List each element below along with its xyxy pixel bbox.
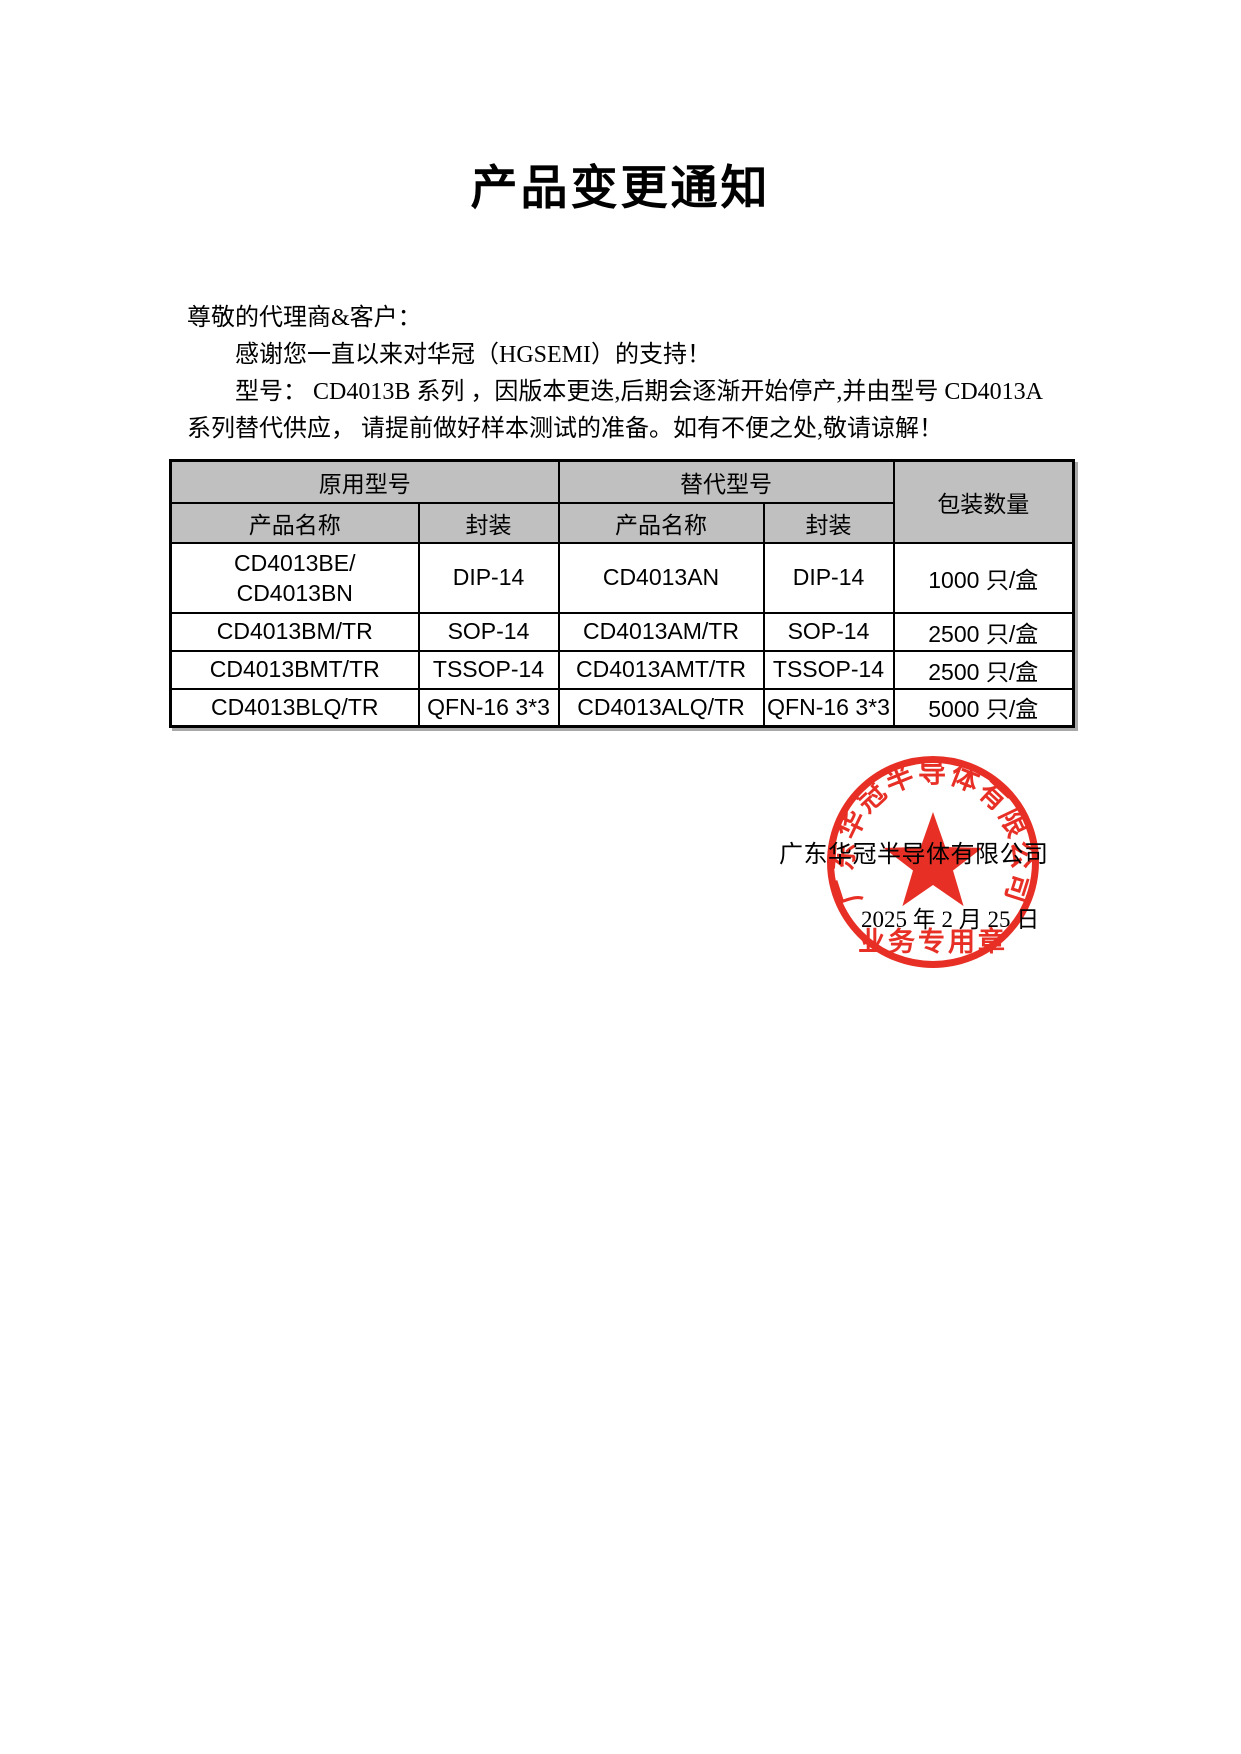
original-name-cell: CD4013BE/ CD4013BN <box>169 541 420 614</box>
subheader-replacement-product-name: 产品名称 <box>557 501 765 544</box>
header-original-models: 原用型号 <box>169 459 560 504</box>
original-name-cell: CD4013BMT/TR <box>169 649 420 690</box>
stamp-bottom-text: 业务专用章 <box>858 926 1008 957</box>
replacement-package-cell: QFN-16 3*3 <box>762 687 895 728</box>
subheader-original-product-name: 产品名称 <box>169 501 420 544</box>
company-seal-stamp: 广东华冠半导体有限公司 业务专用章 <box>826 756 1039 968</box>
table-row: CD4013BLQ/TR QFN-16 3*3 CD4013ALQ/TR QFN… <box>169 687 1075 728</box>
table-row: CD4013BM/TR SOP-14 CD4013AM/TR SOP-14 25… <box>169 611 1075 652</box>
replacement-package-cell: TSSOP-14 <box>762 649 895 690</box>
original-package-cell: TSSOP-14 <box>417 649 560 690</box>
subheader-replacement-package: 封装 <box>762 501 895 544</box>
original-name-cell: CD4013BM/TR <box>169 611 420 652</box>
original-package-cell: QFN-16 3*3 <box>417 687 560 728</box>
replacement-package-cell: DIP-14 <box>762 541 895 614</box>
table-row: CD4013BMT/TR TSSOP-14 CD4013AMT/TR TSSOP… <box>169 649 1075 690</box>
page-title: 产品变更通知 <box>470 161 771 214</box>
packaging-qty-cell: 2500 只/盒 <box>892 611 1075 652</box>
replacement-name-cell: CD4013ALQ/TR <box>557 687 765 728</box>
replacement-name-cell: CD4013AN <box>557 541 765 614</box>
original-package-cell: SOP-14 <box>417 611 560 652</box>
original-package-cell: DIP-14 <box>417 541 560 614</box>
original-name-line2: CD4013BN <box>236 579 353 606</box>
notice-line-1: 型号： CD4013B 系列 ，因版本更迭,后期会逐渐开始停产,并由型号 CD4… <box>235 379 1044 405</box>
product-change-table: 原用型号 替代型号 包装数量 产品名称 封装 产品名称 封装 CD4013BE/… <box>169 459 1075 728</box>
original-name-line1: CD4013BE/ <box>234 549 356 576</box>
packaging-qty-cell: 1000 只/盒 <box>892 541 1075 614</box>
stamp-ring <box>827 756 1039 968</box>
notice-line-2: 系列替代供应， 请提前做好样本测试的准备。如有不便之处,敬请谅解！ <box>187 416 943 442</box>
thanks-line: 感谢您一直以来对华冠（HGSEMI）的支持！ <box>235 342 712 368</box>
salutation-text: 尊敬的代理商&客户： <box>187 305 422 331</box>
original-name-cell: CD4013BLQ/TR <box>169 687 420 728</box>
subheader-original-package: 封装 <box>417 501 560 544</box>
packaging-qty-cell: 2500 只/盒 <box>892 649 1075 690</box>
header-packaging-qty: 包装数量 <box>892 459 1075 544</box>
replacement-name-cell: CD4013AMT/TR <box>557 649 765 690</box>
replacement-name-cell: CD4013AM/TR <box>557 611 765 652</box>
stamp-star-icon <box>883 812 983 907</box>
replacement-package-cell: SOP-14 <box>762 611 895 652</box>
header-replacement-models: 替代型号 <box>557 459 895 504</box>
notice-body: 尊敬的代理商&客户： 感谢您一直以来对华冠（HGSEMI）的支持！ 型号： CD… <box>187 300 1043 448</box>
packaging-qty-cell: 5000 只/盒 <box>892 687 1075 728</box>
table-row: CD4013BE/ CD4013BN DIP-14 CD4013AN DIP-1… <box>169 541 1075 614</box>
